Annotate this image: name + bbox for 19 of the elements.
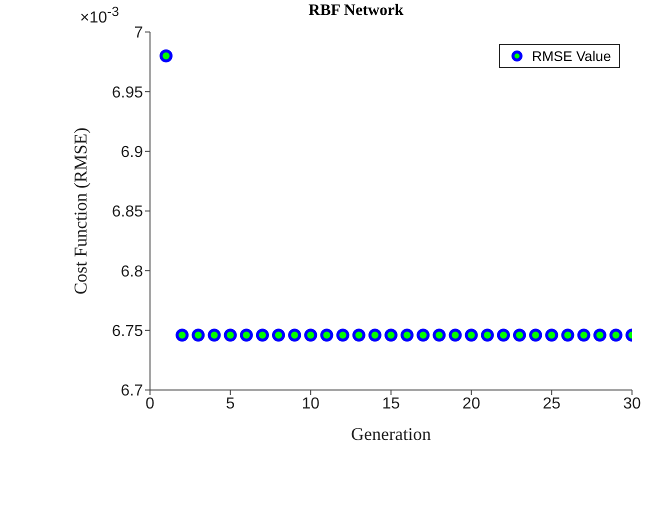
y-tick-label: 6.95 [112, 84, 144, 102]
y-tick-label: 6.7 [120, 382, 144, 400]
x-tick-label: 15 [382, 395, 400, 412]
x-tick-label: 10 [302, 395, 320, 412]
x-tick-label: 20 [462, 395, 480, 412]
y-axis-title: Cost Function (RMSE) [70, 127, 90, 295]
x-axis-title: Generation [351, 424, 431, 444]
x-tick-label: 30 [623, 395, 641, 412]
y-tick-label: 6.8 [120, 263, 144, 280]
y-tick-label: 6.75 [112, 323, 144, 340]
text: ×10$^{-3}$ [80, 4, 119, 28]
y-tick-label: 6.9 [120, 144, 144, 162]
x-tick-label: 5 [226, 395, 235, 412]
x-tick-label: 0 [146, 395, 155, 412]
legend-label: RMSE Value [532, 48, 611, 64]
y-tick-label: 7 [134, 24, 144, 42]
chart-title: RBF Network [308, 2, 404, 19]
x-tick-label: 25 [542, 395, 561, 412]
y-tick-label: 6.85 [112, 204, 144, 221]
